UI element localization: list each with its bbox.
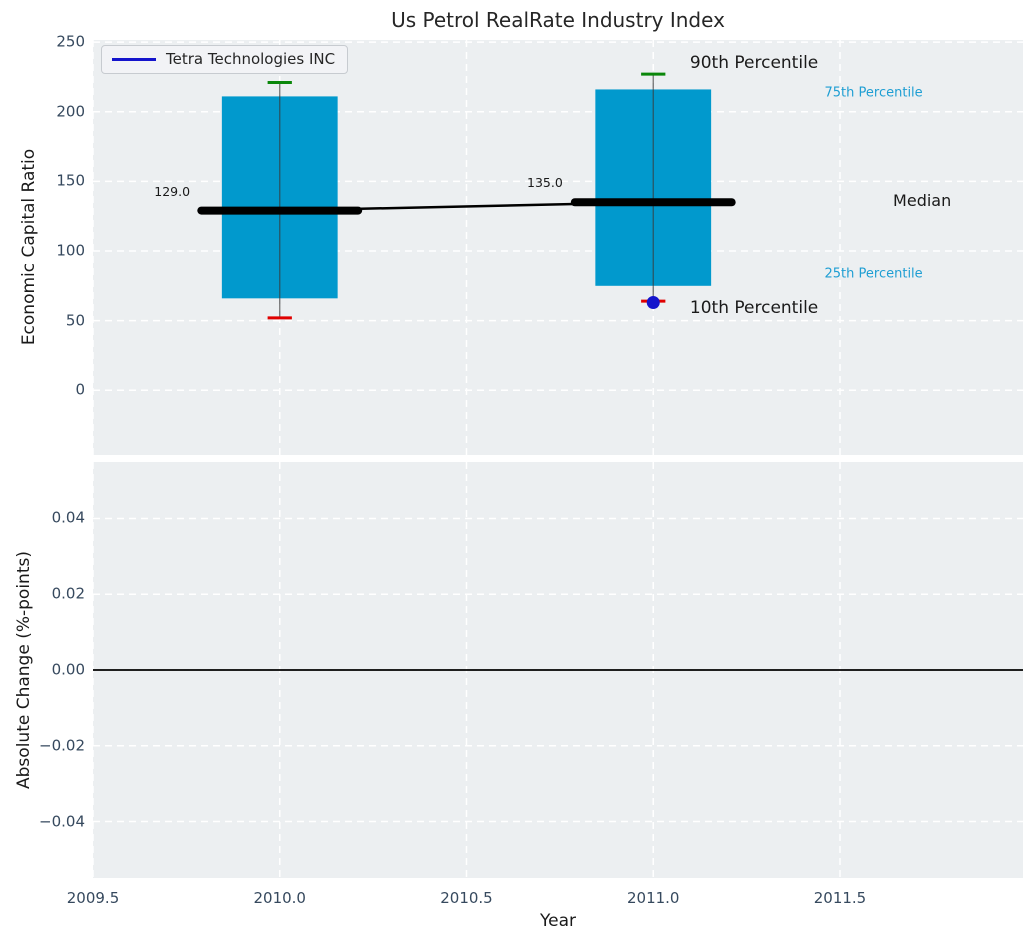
annotation: Median [893, 190, 952, 210]
legend-label: Tetra Technologies INC [166, 50, 336, 68]
y-tick-label: −0.04 [39, 812, 85, 831]
x-tick-label: 2011.0 [626, 889, 680, 907]
y-tick-label: −0.02 [39, 736, 85, 755]
annotation: 25th Percentile [824, 266, 923, 282]
x-axis-label: Year [540, 911, 576, 931]
legend: Tetra Technologies INC [101, 45, 349, 74]
x-tick-label: 2011.5 [813, 889, 867, 907]
y-tick-label: 0.00 [51, 660, 85, 679]
y-tick-label: 150 [56, 171, 85, 190]
x-tick-label: 2009.5 [66, 889, 120, 907]
annotation: 90th Percentile [689, 53, 819, 74]
company-marker [646, 296, 660, 310]
y-tick-label: 200 [56, 102, 85, 121]
bottom-axes [93, 462, 1023, 878]
chart-title: Us Petrol RealRate Industry Index [391, 8, 725, 32]
axes-canvas [93, 462, 1023, 878]
legend-line-sample [112, 57, 156, 61]
annotation: 75th Percentile [824, 85, 923, 101]
axes-canvas [93, 40, 1023, 455]
top-axes [93, 40, 1023, 455]
x-tick-label: 2010.0 [253, 889, 306, 907]
x-tick-label: 2010.5 [440, 889, 493, 907]
y-tick-label: 0.04 [51, 508, 85, 527]
y-tick-label: 0 [75, 380, 85, 399]
y-tick-label: 0.02 [51, 584, 85, 603]
annotation: 10th Percentile [689, 298, 819, 319]
y-tick-label: 250 [56, 32, 85, 51]
y-tick-label: 100 [56, 241, 85, 260]
y-tick-label: 50 [65, 311, 85, 330]
annotation: 129.0 [154, 184, 191, 200]
annotation: 135.0 [527, 174, 563, 190]
